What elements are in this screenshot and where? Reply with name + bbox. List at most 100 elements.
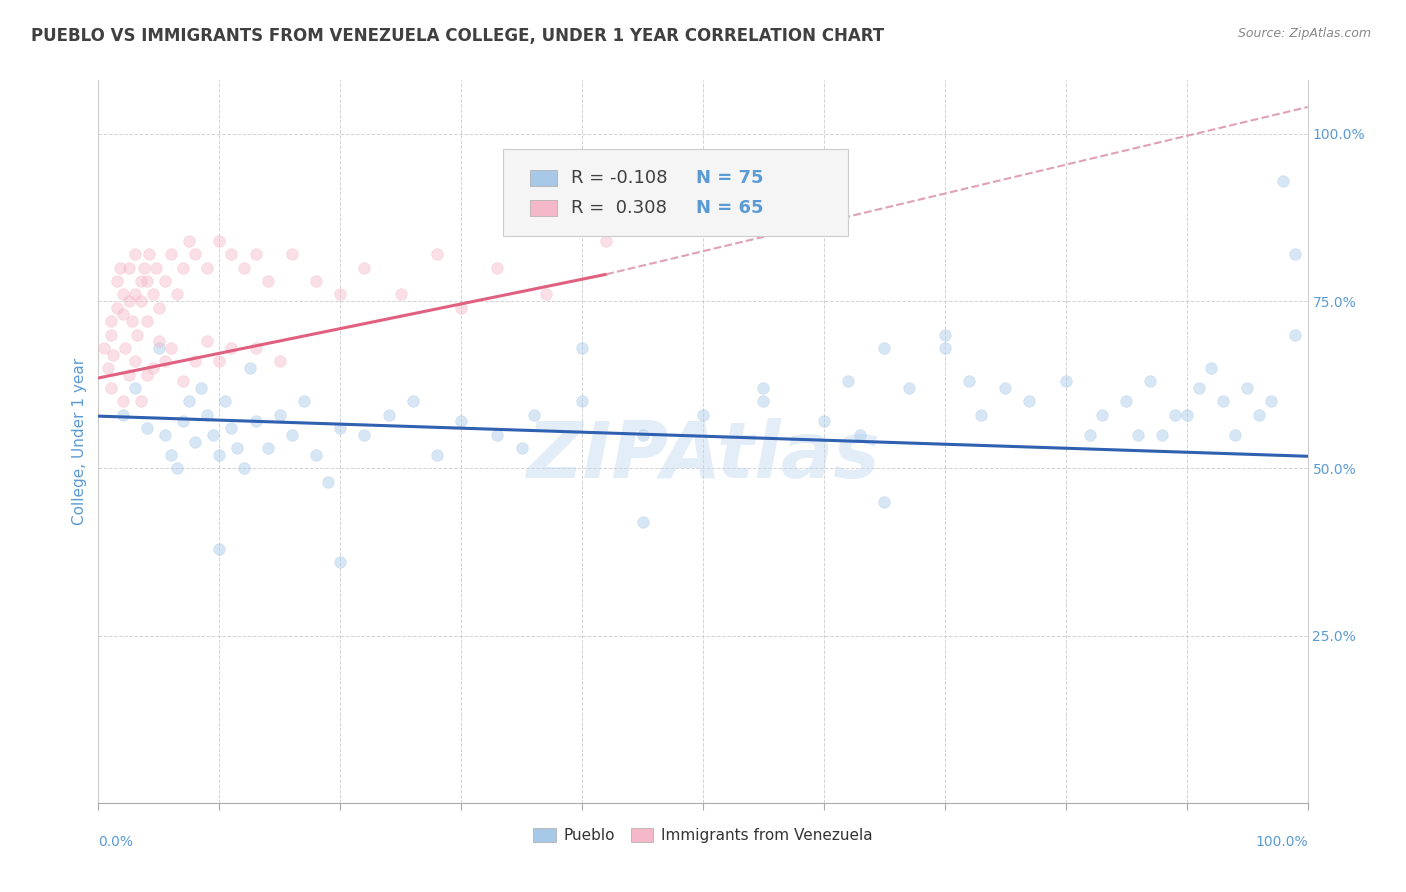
Point xyxy=(571,394,593,409)
Point xyxy=(160,448,183,462)
Point xyxy=(934,327,956,342)
Point xyxy=(190,381,212,395)
Point xyxy=(100,327,122,342)
Text: Source: ZipAtlas.com: Source: ZipAtlas.com xyxy=(1237,27,1371,40)
Point xyxy=(281,427,304,442)
Point xyxy=(1249,408,1271,422)
Point xyxy=(111,287,134,301)
Point xyxy=(221,247,243,261)
Point xyxy=(994,381,1017,395)
Point xyxy=(1236,381,1258,395)
Point xyxy=(256,442,278,455)
Point xyxy=(1128,427,1150,442)
Point xyxy=(534,287,557,301)
Point xyxy=(172,375,194,389)
Point xyxy=(160,247,183,261)
Point xyxy=(232,260,254,275)
Point xyxy=(1284,247,1306,261)
Text: 100.0%: 100.0% xyxy=(1256,835,1308,849)
Point xyxy=(202,427,225,442)
Point xyxy=(221,341,243,355)
Point xyxy=(329,421,352,435)
Point xyxy=(160,341,183,355)
Point xyxy=(595,234,617,248)
Point xyxy=(114,341,136,355)
Point xyxy=(135,368,157,382)
Point xyxy=(1091,408,1114,422)
Point xyxy=(135,274,157,288)
Point xyxy=(148,341,170,355)
Point xyxy=(426,448,449,462)
Point xyxy=(179,234,201,248)
Point xyxy=(245,341,267,355)
Point xyxy=(111,307,134,322)
Point xyxy=(1260,394,1282,409)
Point xyxy=(208,541,231,556)
Text: N = 75: N = 75 xyxy=(696,169,763,186)
Point xyxy=(873,341,896,355)
Point xyxy=(402,394,425,409)
Point xyxy=(389,287,412,301)
Point xyxy=(849,427,872,442)
Point xyxy=(837,375,859,389)
Point xyxy=(118,260,141,275)
Point xyxy=(305,274,328,288)
Point xyxy=(245,414,267,429)
Point xyxy=(486,260,509,275)
Point xyxy=(129,394,152,409)
Point xyxy=(1284,327,1306,342)
Point xyxy=(752,394,775,409)
Point xyxy=(208,234,231,248)
Point xyxy=(172,414,194,429)
Point xyxy=(129,274,152,288)
Point xyxy=(1199,361,1222,376)
Point xyxy=(108,260,131,275)
Point xyxy=(1212,394,1234,409)
FancyBboxPatch shape xyxy=(503,149,848,235)
Point xyxy=(232,461,254,475)
Point xyxy=(226,442,249,455)
Point xyxy=(142,361,165,376)
Point xyxy=(377,408,399,422)
Point xyxy=(510,442,533,455)
Point xyxy=(1139,375,1161,389)
Y-axis label: College, Under 1 year: College, Under 1 year xyxy=(72,358,87,525)
Point xyxy=(124,354,146,368)
Point xyxy=(134,260,156,275)
Point xyxy=(1054,375,1077,389)
Point xyxy=(184,354,207,368)
Point xyxy=(179,394,201,409)
Point xyxy=(166,461,188,475)
Point xyxy=(184,247,207,261)
Point xyxy=(148,334,170,349)
Text: ZIPAtlas: ZIPAtlas xyxy=(526,418,880,494)
Point xyxy=(692,408,714,422)
Point xyxy=(316,475,339,489)
Point xyxy=(269,408,291,422)
Point xyxy=(111,408,134,422)
Point xyxy=(135,314,157,328)
Point xyxy=(124,247,146,261)
Point xyxy=(221,421,243,435)
Point xyxy=(934,341,956,355)
Text: R =  0.308: R = 0.308 xyxy=(571,199,666,217)
Point xyxy=(631,515,654,529)
Point xyxy=(124,287,146,301)
Point xyxy=(100,314,122,328)
Point xyxy=(292,394,315,409)
Point xyxy=(957,375,980,389)
Point xyxy=(329,555,352,569)
Point xyxy=(239,361,262,376)
Point xyxy=(127,327,149,342)
Point xyxy=(214,394,236,409)
Point xyxy=(353,260,375,275)
Point xyxy=(1163,408,1185,422)
Point xyxy=(426,247,449,261)
Point xyxy=(129,294,152,309)
Point xyxy=(1018,394,1040,409)
Point xyxy=(752,381,775,395)
Point xyxy=(153,427,176,442)
Point xyxy=(166,287,188,301)
Point xyxy=(256,274,278,288)
Point xyxy=(195,334,218,349)
